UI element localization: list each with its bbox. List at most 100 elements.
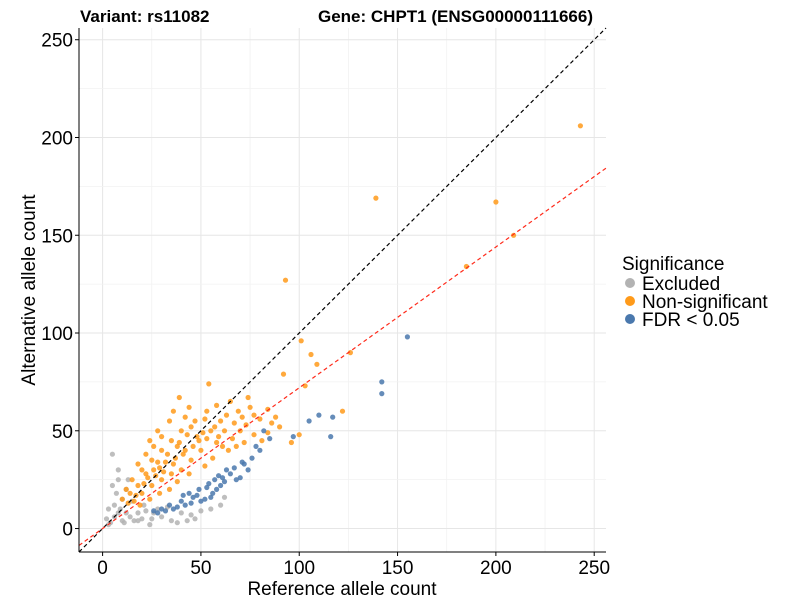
point-fdr-0-05 bbox=[162, 508, 169, 514]
legend-swatch-non-significant bbox=[625, 296, 635, 306]
point-non-significant bbox=[229, 436, 235, 442]
point-non-significant bbox=[251, 432, 257, 438]
point-fdr-0-05 bbox=[198, 498, 204, 504]
point-non-significant bbox=[493, 199, 499, 205]
point-excluded bbox=[159, 514, 165, 520]
point-fdr-0-05 bbox=[190, 494, 196, 500]
point-non-significant bbox=[339, 408, 346, 414]
point-non-significant bbox=[200, 430, 206, 436]
legend-swatch-excluded bbox=[625, 278, 635, 288]
point-non-significant bbox=[192, 418, 198, 424]
point-non-significant bbox=[221, 428, 228, 434]
point-non-significant bbox=[212, 424, 218, 430]
point-excluded bbox=[121, 520, 127, 526]
point-non-significant bbox=[159, 447, 165, 453]
point-non-significant bbox=[210, 455, 216, 461]
point-non-significant bbox=[147, 496, 153, 502]
point-fdr-0-05 bbox=[239, 459, 245, 465]
point-fdr-0-05 bbox=[267, 436, 273, 442]
point-fdr-0-05 bbox=[170, 506, 176, 512]
point-fdr-0-05 bbox=[186, 490, 192, 496]
point-non-significant bbox=[247, 404, 253, 410]
point-non-significant bbox=[245, 394, 251, 401]
point-non-significant bbox=[577, 123, 584, 129]
point-fdr-0-05 bbox=[155, 510, 161, 516]
y-tick-label: 0 bbox=[62, 520, 73, 541]
point-excluded bbox=[135, 518, 141, 524]
point-fdr-0-05 bbox=[216, 473, 222, 479]
point-non-significant bbox=[273, 414, 279, 420]
point-non-significant bbox=[233, 443, 239, 449]
point-fdr-0-05 bbox=[290, 434, 296, 440]
point-non-significant bbox=[190, 443, 196, 449]
point-fdr-0-05 bbox=[316, 412, 322, 418]
legend: Significance Excluded Non-significant FD… bbox=[622, 254, 768, 331]
point-non-significant bbox=[204, 408, 210, 414]
point-excluded bbox=[208, 506, 214, 512]
y-tick-label: 200 bbox=[41, 128, 73, 149]
point-fdr-0-05 bbox=[214, 486, 220, 492]
point-fdr-0-05 bbox=[221, 479, 228, 485]
point-non-significant bbox=[162, 459, 169, 465]
point-non-significant bbox=[157, 465, 163, 471]
point-fdr-0-05 bbox=[249, 455, 255, 461]
point-fdr-0-05 bbox=[212, 477, 218, 483]
point-excluded bbox=[135, 510, 141, 516]
point-non-significant bbox=[139, 490, 145, 496]
point-non-significant bbox=[265, 430, 271, 436]
point-non-significant bbox=[231, 420, 237, 426]
reference-line-identity bbox=[78, 27, 607, 553]
point-fdr-0-05 bbox=[379, 379, 385, 385]
point-fdr-0-05 bbox=[245, 467, 251, 473]
reference-line-fit bbox=[78, 167, 607, 546]
point-non-significant bbox=[129, 477, 135, 483]
point-non-significant bbox=[198, 447, 204, 453]
point-non-significant bbox=[135, 461, 141, 467]
point-non-significant bbox=[170, 461, 176, 467]
data-points bbox=[103, 123, 584, 528]
point-excluded bbox=[188, 512, 194, 518]
point-fdr-0-05 bbox=[218, 482, 224, 489]
point-non-significant bbox=[216, 434, 222, 440]
point-excluded bbox=[198, 508, 204, 514]
point-non-significant bbox=[119, 496, 125, 502]
point-fdr-0-05 bbox=[151, 508, 157, 514]
point-non-significant bbox=[308, 351, 314, 358]
point-excluded bbox=[192, 516, 198, 522]
point-non-significant bbox=[145, 475, 151, 481]
point-non-significant bbox=[208, 428, 214, 434]
point-excluded bbox=[218, 502, 224, 508]
point-fdr-0-05 bbox=[253, 443, 259, 449]
point-non-significant bbox=[143, 451, 149, 457]
point-fdr-0-05 bbox=[180, 492, 186, 498]
point-non-significant bbox=[202, 463, 208, 469]
legend-label-excluded: Excluded bbox=[642, 274, 720, 295]
point-fdr-0-05 bbox=[257, 447, 263, 453]
point-non-significant bbox=[123, 486, 129, 492]
point-excluded bbox=[111, 502, 117, 508]
point-non-significant bbox=[206, 381, 212, 387]
point-non-significant bbox=[184, 432, 190, 438]
point-fdr-0-05 bbox=[237, 475, 243, 481]
point-fdr-0-05 bbox=[330, 414, 336, 420]
point-excluded bbox=[115, 467, 121, 473]
point-excluded bbox=[184, 518, 190, 524]
point-non-significant bbox=[161, 469, 167, 475]
point-non-significant bbox=[223, 412, 230, 418]
point-fdr-0-05 bbox=[227, 471, 233, 477]
point-non-significant bbox=[151, 467, 157, 473]
point-fdr-0-05 bbox=[188, 500, 194, 506]
point-non-significant bbox=[131, 498, 137, 504]
point-fdr-0-05 bbox=[159, 506, 165, 512]
point-excluded bbox=[139, 516, 145, 522]
point-non-significant bbox=[186, 404, 192, 410]
point-non-significant bbox=[314, 361, 320, 367]
point-non-significant bbox=[302, 383, 308, 389]
legend-label-non-significant: Non-significant bbox=[642, 292, 768, 313]
point-non-significant bbox=[166, 418, 173, 424]
point-non-significant bbox=[141, 481, 147, 487]
point-fdr-0-05 bbox=[208, 494, 214, 500]
point-non-significant bbox=[178, 428, 184, 434]
point-non-significant bbox=[176, 439, 182, 446]
